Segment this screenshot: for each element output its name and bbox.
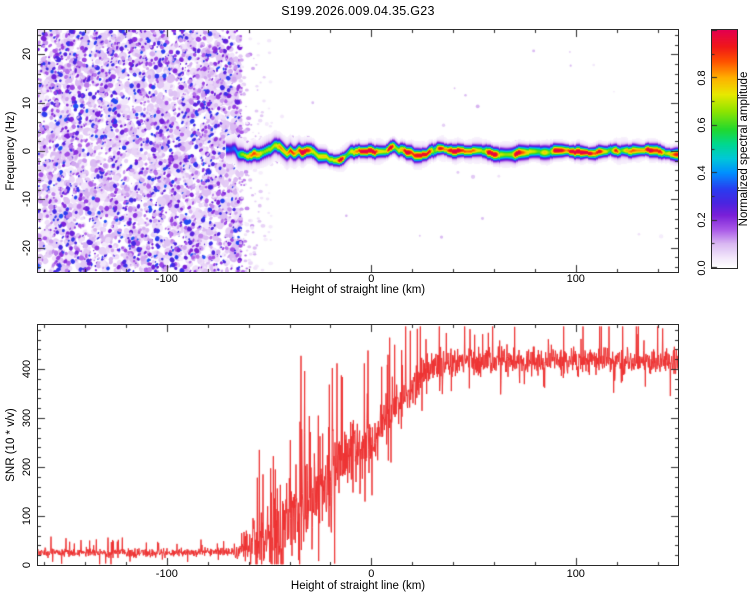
colorbar-tick-label: 0.6 (696, 117, 708, 133)
snr-panel (37, 324, 679, 566)
snr-y-tick-label: 300 (21, 408, 33, 428)
snr-yaxis-label: SNR (10 * v/v) (5, 408, 17, 482)
spectrogram-panel (37, 29, 679, 273)
figure-title: S199.2026.009.04.35.G23 (281, 4, 435, 18)
spectrogram-x-tick-label: -100 (155, 273, 178, 285)
colorbar-tick-label: 0.2 (696, 212, 708, 229)
spectrogram-y-tick-label: -20 (21, 239, 33, 256)
snr-x-tick-label: 100 (566, 568, 585, 580)
snr-x-tick-label: 0 (368, 568, 375, 580)
spectrogram-y-tick-label: 20 (21, 48, 33, 61)
snr-y-tick-label: 400 (21, 359, 33, 379)
colorbar-tick-label: 0.0 (696, 260, 708, 276)
colorbar-axis-label: Normalized spectral amplitude (738, 71, 750, 227)
spectrogram-plot-area (38, 30, 678, 272)
spectrogram-y-tick-label: 10 (21, 96, 33, 109)
snr-xaxis-label: Height of straight line (km) (290, 580, 426, 592)
snr-y-tick-label: 200 (21, 457, 33, 477)
colorbar (711, 29, 738, 269)
snr-y-tick-label: 0 (21, 561, 33, 569)
spectrogram-xaxis-label: Height of straight line (km) (290, 284, 426, 296)
spectrogram-y-tick-label: 0 (21, 147, 33, 155)
spectrogram-x-tick-label: 100 (566, 273, 585, 285)
snr-y-tick-label: 100 (21, 506, 33, 526)
spectrogram-x-tick-label: 0 (368, 273, 375, 285)
snr-plot-area (38, 325, 678, 565)
snr-x-tick-label: -100 (155, 568, 178, 580)
colorbar-gradient (712, 30, 737, 268)
spectrogram-y-tick-label: -10 (21, 191, 33, 208)
spectrogram-yaxis-label: Frequency (Hz) (5, 111, 17, 191)
colorbar-tick-label: 0.4 (696, 165, 708, 181)
colorbar-tick-label: 0.8 (696, 69, 708, 86)
